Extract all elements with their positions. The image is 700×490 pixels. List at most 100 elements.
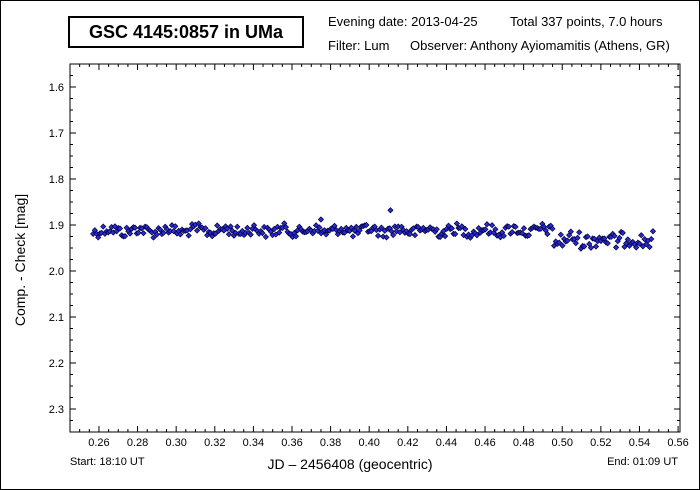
data-point (636, 240, 643, 247)
data-point (202, 225, 209, 232)
data-point (126, 230, 134, 237)
data-point (619, 229, 626, 237)
data-point (349, 233, 357, 240)
y-tick-label: 1.6 (49, 82, 64, 94)
data-point (604, 240, 611, 247)
x-tick-label: 0.42 (397, 437, 418, 449)
data-point (225, 231, 233, 238)
data-point (574, 234, 581, 242)
data-point (509, 229, 516, 236)
y-tick-label: 1.8 (49, 174, 64, 186)
data-point (348, 224, 355, 231)
data-point (396, 229, 403, 236)
data-point (500, 232, 507, 239)
y-tick-label: 2.1 (49, 312, 64, 324)
y-tick-label: 1.7 (49, 128, 64, 140)
data-point (276, 229, 283, 236)
data-point (525, 232, 533, 239)
data-point (333, 226, 340, 234)
data-point (185, 232, 192, 239)
data-point (140, 230, 147, 237)
data-point (624, 236, 631, 243)
data-point (512, 223, 519, 230)
data-point (116, 225, 124, 232)
data-point (557, 231, 564, 238)
data-point (170, 228, 177, 235)
filter-label: Filter: Lum (328, 38, 390, 53)
data-point (584, 233, 591, 240)
chart-title: GSC 4145:0857 in UMa (68, 16, 304, 48)
y-tick-label: 1.9 (49, 220, 64, 232)
data-point (587, 244, 595, 251)
data-point (458, 223, 465, 230)
observer-label: Observer: Anthony Ayiomamitis (Athens, G… (410, 38, 670, 53)
data-point (292, 233, 300, 240)
data-point (375, 232, 382, 239)
data-point (648, 235, 655, 243)
data-point (331, 222, 338, 229)
data-point (462, 225, 469, 233)
data-point (572, 240, 579, 247)
data-point (261, 223, 268, 231)
data-point (544, 230, 551, 238)
data-point (100, 223, 107, 230)
x-tick-label: 0.40 (358, 437, 379, 449)
start-time: Start: 18:10 UT (70, 456, 145, 468)
data-point (453, 220, 460, 227)
y-axis-label: Comp. - Check [mag] (12, 193, 28, 327)
data-point (312, 222, 320, 229)
data-point (505, 223, 512, 230)
data-point (473, 232, 481, 239)
x-tick-label: 0.56 (667, 437, 688, 449)
data-point (172, 223, 179, 230)
y-tick-label: 2.2 (49, 358, 64, 370)
data-point (214, 222, 221, 229)
x-tick-label: 0.48 (513, 437, 534, 449)
data-point (549, 225, 556, 232)
data-point (592, 243, 600, 250)
y-tick-label: 2.0 (49, 266, 64, 278)
data-point (212, 230, 219, 237)
total-points: Total 337 points, 7.0 hours (510, 14, 663, 29)
data-point (282, 224, 290, 231)
x-tick-label: 0.28 (127, 437, 148, 449)
data-point (411, 232, 419, 239)
data-point (259, 230, 266, 237)
data-point (492, 226, 499, 233)
end-time: End: 01:09 UT (607, 456, 678, 468)
data-point (482, 226, 489, 233)
data-point (623, 240, 630, 247)
data-point (460, 231, 467, 239)
data-point (150, 234, 157, 241)
x-axis-label: JD – 2456408 (geocentric) (267, 456, 433, 472)
x-tick-label: 0.54 (629, 437, 650, 449)
data-point (131, 224, 139, 231)
data-point (520, 225, 528, 232)
data-point (353, 223, 360, 230)
data-point (452, 230, 459, 238)
data-point (153, 231, 160, 238)
x-tick-label: 0.44 (436, 437, 457, 449)
data-point (433, 226, 440, 233)
data-point (613, 244, 620, 251)
data-point (390, 231, 397, 239)
x-tick-label: 0.46 (474, 437, 495, 449)
data-point (519, 230, 526, 237)
data-point (556, 239, 563, 246)
x-tick-label: 0.38 (320, 437, 341, 449)
data-point (448, 225, 455, 232)
x-tick-label: 0.50 (552, 437, 573, 449)
data-point (387, 207, 394, 214)
evening-date: Evening date: 2013-04-25 (328, 14, 478, 29)
data-point (559, 242, 566, 249)
data-point (406, 230, 414, 238)
data-point (567, 228, 574, 235)
data-point (616, 234, 623, 241)
data-point (227, 223, 234, 230)
data-point (262, 233, 269, 240)
data-point (160, 229, 167, 236)
data-point (177, 231, 184, 238)
data-point (581, 243, 588, 250)
data-point (576, 229, 583, 236)
